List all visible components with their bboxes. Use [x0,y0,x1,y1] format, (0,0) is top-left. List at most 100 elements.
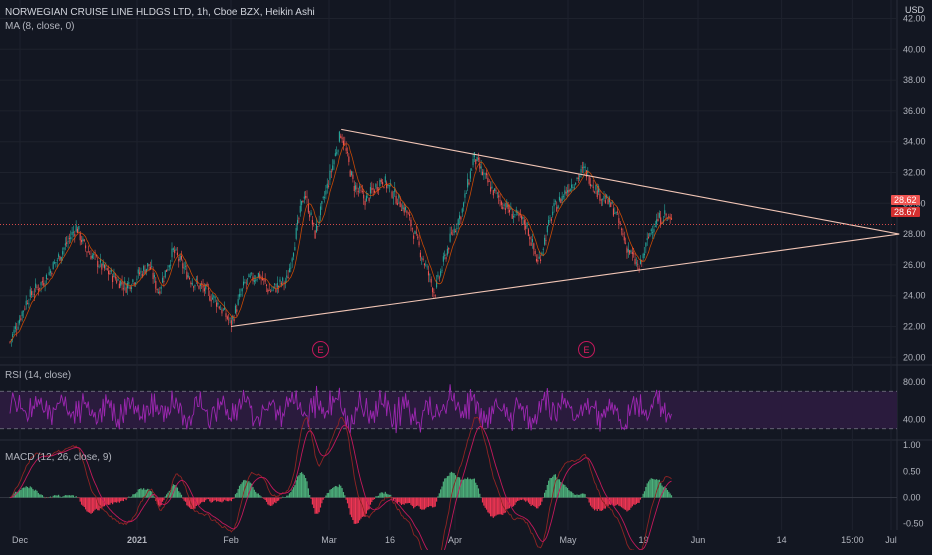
macd-histogram-bar [602,497,604,511]
macd-histogram-bar [510,497,512,507]
x-tick-label: 19 [638,535,648,545]
candle-body [315,224,317,233]
macd-histogram-bar [521,497,523,501]
candle-body [49,270,52,273]
candle-body [436,280,438,288]
candle-body [290,267,292,269]
y-tick-label: 32.00 [903,167,926,177]
macd-histogram-bar [611,497,613,504]
candle-body [519,214,521,216]
x-tick-label: 16 [385,535,395,545]
macd-histogram-bar [549,478,551,498]
macd-histogram-bar [291,489,293,498]
macd-histogram-bar [31,487,33,498]
macd-histogram-bar [352,497,354,520]
candle-body [90,255,92,260]
candle-body [596,190,598,198]
macd-histogram-bar [511,497,513,507]
candle-body [615,211,617,214]
macd-histogram-bar [183,497,185,501]
macd-histogram-bar [500,497,502,515]
rsi-tick-label: 40.00 [903,414,926,424]
macd-histogram-bar [576,494,578,498]
macd-histogram-bar [238,485,241,498]
macd-histogram-bar [460,479,462,498]
candle-body [560,199,562,204]
macd-histogram-bar [498,497,500,515]
macd-histogram-bar [350,497,353,518]
candle-body [634,258,636,264]
ma-legend: MA (8, close, 0) [5,21,75,32]
candle-body [387,184,389,187]
macd-histogram-bar [53,495,56,498]
macd-histogram-bar [545,490,547,498]
candle-body [40,282,42,286]
macd-histogram-bar [427,497,430,508]
macd-histogram-bar [121,497,123,501]
macd-histogram-bar [140,488,142,498]
macd-histogram-bar [144,489,146,498]
macd-histogram-bar [546,484,548,498]
candle-body [314,230,316,239]
candle-body [58,254,60,257]
candle-body [60,256,62,260]
macd-histogram-bar [44,497,46,499]
macd-histogram-bar [444,478,446,498]
candle-body [591,185,593,186]
x-tick-label: 15:00 [841,535,864,545]
macd-histogram-bar [22,487,25,498]
macd-histogram-bar [33,490,35,498]
macd-histogram-bar [102,497,104,507]
candle-body [606,194,608,198]
earnings-event-icon[interactable]: E [312,341,329,358]
macd-histogram-bar [356,497,358,524]
candle-body [506,201,508,208]
macd-histogram-bar [407,497,409,504]
macd-histogram-bar [643,491,646,498]
macd-histogram-bar [178,491,180,498]
candle-body [627,249,629,252]
macd-histogram-bar [433,497,435,508]
candle-body [241,288,243,292]
macd-histogram-bar [371,497,373,503]
candle-body [81,239,83,243]
candle-body [456,228,458,230]
macd-histogram-bar [399,497,401,504]
candle-body [236,309,238,312]
candle-body [525,225,527,229]
macd-histogram-bar [471,479,473,498]
candle-body [403,207,405,213]
candle-body [511,214,513,219]
macd-histogram-bar [198,497,200,505]
candle-body [421,258,423,260]
macd-histogram-bar [251,483,253,498]
candle-body [649,233,651,237]
candle-body [66,242,68,244]
macd-histogram-bar [332,487,334,498]
candle-body [109,273,111,275]
candle-body [114,276,116,279]
candle-body [500,201,502,205]
macd-histogram-bar [526,497,528,501]
macd-histogram-bar [197,497,199,505]
macd-histogram-bar [202,497,204,502]
candle-body [332,165,334,170]
candle-body [253,280,255,283]
macd-histogram-bar [422,497,424,510]
candle-body [581,167,583,169]
macd-histogram-bar [492,497,494,518]
candle-body [105,265,107,267]
macd-histogram-bar [113,497,115,503]
macd-histogram-bar [161,497,164,502]
macd-histogram-bar [35,489,37,498]
macd-histogram-bar [47,497,49,499]
candle-body [529,237,531,240]
candle-body [168,265,170,268]
earnings-event-icon[interactable]: E [578,341,595,358]
macd-histogram-bar [56,495,58,498]
candle-body [63,247,65,250]
candle-body [67,241,69,242]
candle-body [210,299,212,302]
